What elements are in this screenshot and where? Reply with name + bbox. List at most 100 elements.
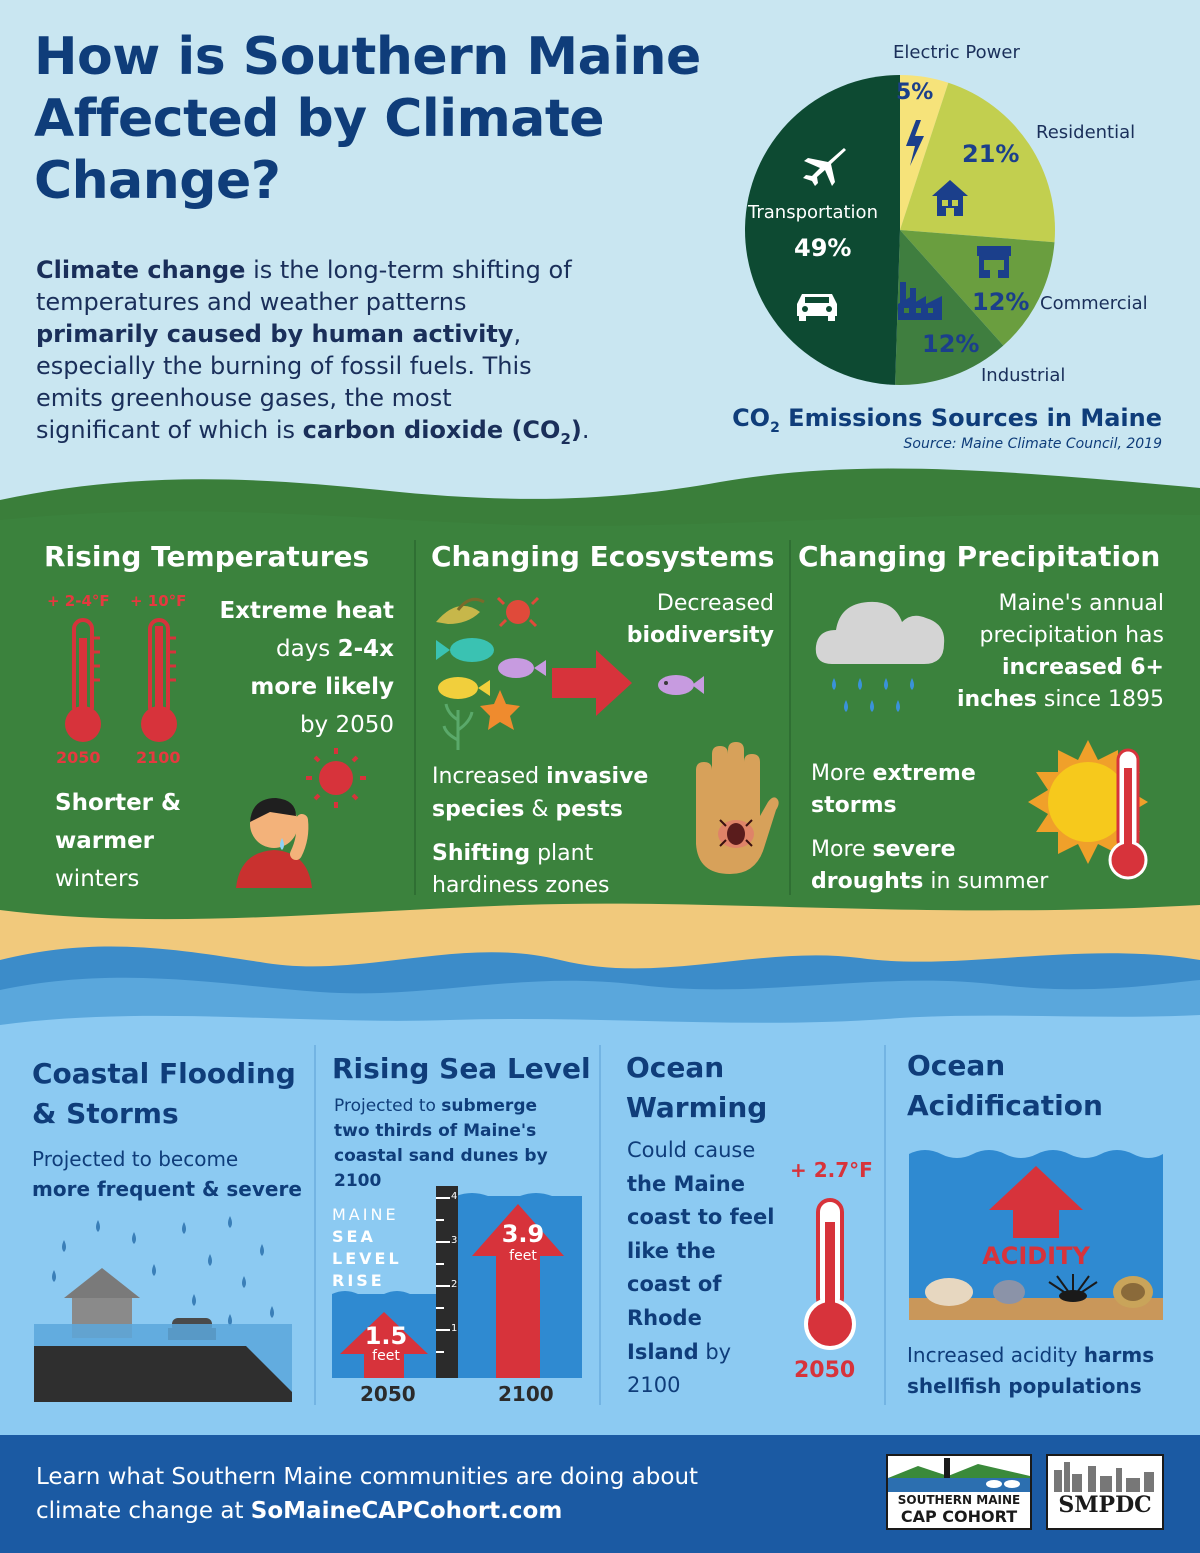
title-line-3: Change? [34, 151, 281, 211]
sealevel-tick-4: 4 [451, 1191, 458, 1202]
pie-label-electric-power: Electric Power [893, 42, 1020, 63]
ocean-warming-temp: + 2.7°F [790, 1158, 873, 1182]
sealevel-tick-1: 1 [451, 1323, 458, 1334]
coastal-line-2: more frequent & severe [32, 1177, 302, 1201]
sealevel-text: Projected to submerge two thirds of Main… [334, 1094, 548, 1194]
rain-cloud-icon [815, 601, 945, 712]
precip-title: Changing Precipitation [798, 540, 1161, 573]
sealevel-line-4: 2100 [334, 1171, 382, 1191]
heat-line-1: Extreme heat [219, 598, 394, 624]
sealevel-value-2100: 3.9 [501, 1220, 545, 1248]
slr-label-4: RISE [332, 1271, 385, 1290]
smpdc-logo: SMPDC [1046, 1454, 1164, 1530]
shift-line-2: hardiness zones [432, 873, 610, 898]
shift-line-1b: plant [530, 841, 594, 866]
precip-line-3: increased 6+ [1001, 655, 1164, 680]
footer-text: Learn what Southern Maine communities ar… [36, 1460, 698, 1528]
biodiversity-line-1: Decreased [656, 591, 774, 616]
ow-line-5: coast of [627, 1272, 722, 1297]
precip-line-4a: inches [956, 687, 1037, 712]
droughts-line-1b: severe [872, 837, 956, 862]
droughts-text: More severe droughts in summer [811, 834, 1048, 898]
smpdc-logo-text: SMPDC [1058, 1492, 1152, 1518]
shift-line-1a: Shifting [432, 841, 531, 866]
precip-line-1: Maine's annual [998, 591, 1164, 616]
sealevel-line-3: coastal sand dunes by [334, 1146, 548, 1166]
intro-text-3: , [513, 320, 522, 348]
sea-level-graphic [332, 1186, 582, 1378]
chart-title-co: CO [732, 404, 771, 432]
wildlife-cluster-icon [436, 596, 546, 750]
coastal-line-1: Projected to become [32, 1147, 239, 1171]
acid-title: Ocean Acidification [907, 1046, 1103, 1126]
cap-cohort-logo: SOUTHERN MAINE CAP COHORT [886, 1454, 1032, 1530]
ocean-warming-title: Ocean Warming [626, 1048, 767, 1128]
ow-line-1: Could cause [627, 1138, 756, 1162]
pie-slice-industrial [895, 230, 1004, 385]
sealevel-tick-2: 2 [451, 1279, 458, 1290]
precip-line-4b: since 1895 [1036, 687, 1164, 712]
intro-text-1: is the long-term shifting of [245, 256, 572, 284]
heat-line-2b: 2-4x [337, 636, 394, 662]
pie-label-commercial: Commercial [1040, 293, 1148, 314]
cap-logo-line-2: CAP COHORT [900, 1507, 1018, 1526]
droughts-line-2a: droughts [811, 869, 924, 894]
heat-line-3: more likely [250, 674, 394, 700]
pie-label-transportation: Transportation [748, 202, 878, 223]
inv-line-2b: & [524, 797, 556, 822]
droughts-line-2b: in summer [923, 869, 1049, 894]
lightning-icon [906, 120, 924, 166]
ow-line-2: the Maine [627, 1171, 746, 1196]
precip-line-2: precipitation has [979, 623, 1164, 648]
pie-value-commercial: 12% [972, 288, 1030, 316]
pie-slice-transportation [745, 75, 900, 385]
page-title: How is Southern Maine Affected by Climat… [34, 26, 701, 212]
biodiversity-line-2: biodiversity [626, 623, 774, 648]
intro-bold-6b: ) [570, 416, 582, 444]
thermometer-icon-2100 [141, 618, 177, 742]
factory-icon [898, 282, 942, 320]
heat-line-2a: days [276, 636, 338, 662]
ow-line-6: Rhode [627, 1305, 702, 1330]
temp-2050-label: + 2-4°F [47, 592, 110, 610]
rising-temps-title: Rising Temperatures [44, 540, 370, 573]
intro-dot: . [581, 416, 590, 444]
year-2050-label: 2050 [56, 748, 101, 767]
sea-level-rise-label: MAINE SEA LEVEL RISE [332, 1204, 402, 1292]
footer-line-2a: climate change at [36, 1498, 251, 1524]
sealevel-unit-2050: feet [372, 1348, 400, 1364]
ow-title-1: Ocean [626, 1051, 725, 1084]
winter-line-1: Shorter & [55, 790, 182, 816]
chart-title-sub: 2 [770, 419, 780, 436]
sealevel-tick-3: 3 [451, 1235, 458, 1246]
sealevel-line-1b: submerge [441, 1096, 538, 1116]
intro-paragraph: Climate change is the long-term shifting… [36, 254, 676, 455]
slr-label-1: MAINE [332, 1205, 399, 1224]
flooded-house-icon [34, 1216, 292, 1402]
intro-text-6: significant of which is [36, 416, 303, 444]
store-icon [977, 246, 1011, 278]
acidity-graphic [909, 1150, 1163, 1320]
acid-title-1: Ocean [907, 1049, 1006, 1082]
ow-line-4: like the [627, 1238, 716, 1263]
car-icon [797, 294, 837, 321]
ow-line-7b: by [698, 1339, 732, 1364]
biodiversity-text: Decreased biodiversity [627, 588, 774, 652]
ow-line-3: coast to feel [627, 1205, 775, 1230]
intro-text-4: especially the burning of fossil fuels. … [36, 352, 532, 380]
cap-logo-line-1: SOUTHERN MAINE [897, 1493, 1021, 1507]
coastal-title: Coastal Flooding & Storms [32, 1054, 296, 1134]
acidity-label: ACIDITY [982, 1242, 1090, 1270]
extreme-heat-text: Extreme heat days 2-4x more likely by 20… [219, 592, 394, 744]
coastal-text: Projected to become more frequent & seve… [32, 1144, 302, 1204]
ow-line-7a: Island [627, 1339, 699, 1364]
smpdc-logo-art [1054, 1462, 1154, 1492]
footer-website-link[interactable]: SoMaineCAPCohort.com [250, 1498, 563, 1524]
ocean-thermometer-icon [804, 1198, 856, 1350]
ecosystems-title: Changing Ecosystems [431, 540, 775, 573]
precip-stat-text: Maine's annual precipitation has increas… [957, 588, 1164, 716]
pie-slice-commercial [900, 230, 1055, 346]
intro-text-5: emits greenhouse gases, the most [36, 384, 452, 412]
acid-title-2: Acidification [907, 1089, 1103, 1122]
inv-line-2c: pests [555, 797, 623, 822]
